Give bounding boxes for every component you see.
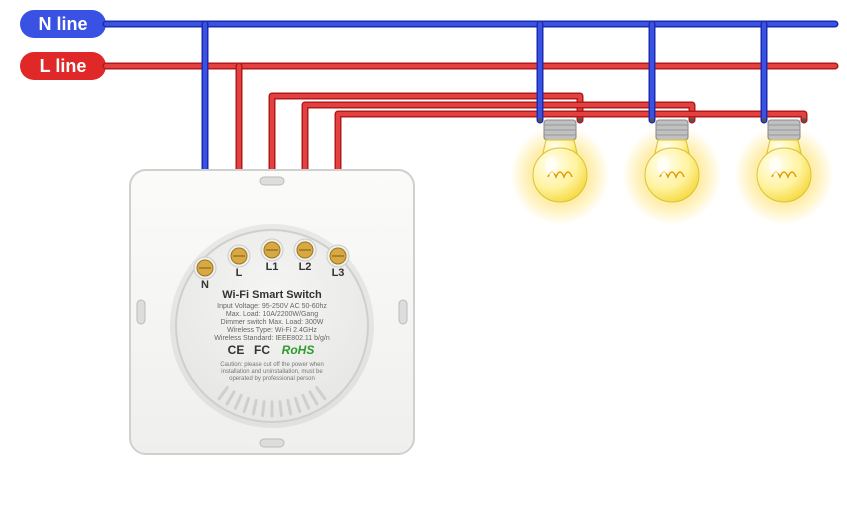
smart-switch: N L L1 L2 L3 Wi-Fi Smart Switch Input Voltage:… <box>130 170 414 454</box>
bulb-pin-l <box>690 118 694 122</box>
spec-line: Dimmer switch Max. Load: 300W <box>221 319 324 326</box>
bulb-highlight <box>769 157 781 175</box>
bulb-pin-n <box>762 118 766 122</box>
caution-line: installation and uninstallation, must be <box>221 369 323 375</box>
terminal-label-L2: L2 <box>299 261 312 273</box>
mounting-slot <box>399 300 407 324</box>
fc-mark: FC <box>254 343 270 357</box>
l-line-pill-label: L line <box>40 56 87 76</box>
vent-slot <box>263 402 264 416</box>
terminal-label-L3: L3 <box>332 267 345 279</box>
ce-mark: CE <box>228 343 245 357</box>
rohs-mark: RoHS <box>282 343 315 357</box>
bulb-highlight <box>545 157 557 175</box>
bulb-highlight <box>657 157 669 175</box>
bulb-2 <box>622 118 722 225</box>
spec-line: Max. Load: 10A/2200W/Gang <box>226 311 318 318</box>
vent-slot <box>280 402 281 416</box>
terminal-label-L1: L1 <box>266 261 279 273</box>
bulb-pin-n <box>650 118 654 122</box>
caution-line: operated by professional person <box>229 376 315 382</box>
bulb-1 <box>510 118 610 225</box>
bulb-pin-n <box>538 118 542 122</box>
spec-line: Wireless Type: Wi-Fi 2.4GHz <box>227 327 317 334</box>
bulb-pin-l <box>802 118 806 122</box>
module-title: Wi-Fi Smart Switch <box>222 289 322 301</box>
bulb-glass <box>757 148 811 202</box>
terminal-label-L: L <box>236 267 243 279</box>
terminal-label-N: N <box>201 279 209 291</box>
mounting-slot <box>137 300 145 324</box>
mounting-slot <box>260 177 284 185</box>
spec-line: Wireless Standard: IEEE802.11 b/g/n <box>214 335 330 342</box>
bulb-glass <box>645 148 699 202</box>
bulb-3 <box>734 118 834 225</box>
spec-line: Input Voltage: 95-250V AC 50-60hz <box>217 303 327 310</box>
caution-line: Caution: please cut off the power when <box>220 362 324 368</box>
bulb-glass <box>533 148 587 202</box>
n-line-pill-label: N line <box>38 14 87 34</box>
mounting-slot <box>260 439 284 447</box>
wiring-diagram: N line L line N L L1 L2 L3 Wi-Fi Smart Switch In… <box>0 0 847 522</box>
bulb-pin-l <box>578 118 582 122</box>
